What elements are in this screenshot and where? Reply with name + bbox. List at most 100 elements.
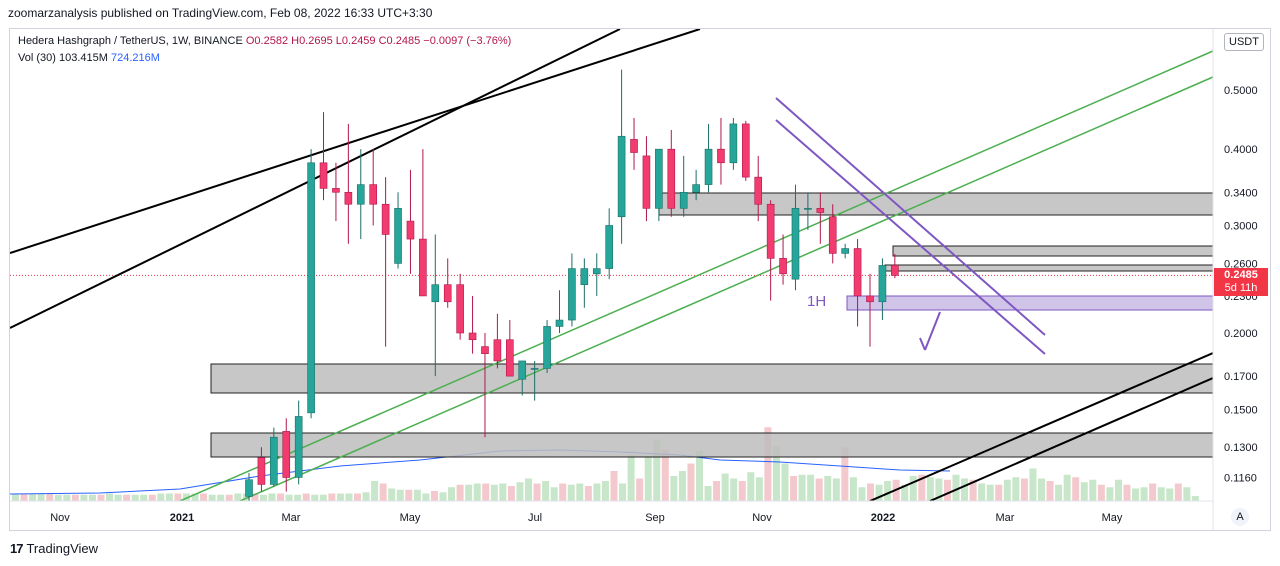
candle-down: [741, 123, 750, 178]
volume-bar: [619, 483, 627, 501]
low-value: L0.2459: [335, 35, 376, 47]
candle-up: [307, 162, 315, 414]
volume-bar: [114, 494, 122, 501]
volume-bar: [234, 493, 242, 501]
volume-bar: [268, 493, 276, 501]
trend-line: [179, 50, 1213, 501]
support-resistance-zone: [210, 363, 1213, 394]
volume-bar: [208, 494, 216, 501]
candle-down: [468, 332, 477, 341]
volume-bar: [610, 471, 618, 501]
auto-scale-button[interactable]: A: [1231, 508, 1249, 526]
descending-trend-line: [775, 97, 1046, 336]
volume-bar: [482, 483, 490, 501]
tradingview-logo[interactable]: 17 TradingView: [10, 541, 98, 556]
volume-bar: [46, 493, 54, 501]
demand-zone: [846, 295, 1213, 311]
candle-down: [766, 203, 775, 259]
volume-bar: [738, 481, 746, 501]
volume-bar: [174, 493, 182, 501]
candle-up: [592, 268, 601, 275]
volume-bar: [918, 474, 926, 501]
currency-button[interactable]: USDT: [1224, 33, 1264, 51]
symbol-title: Hedera Hashgraph / TetherUS, 1W, BINANCE: [18, 35, 243, 47]
volume-bar: [867, 483, 874, 501]
volume-bar: [1157, 487, 1165, 501]
candle-up: [394, 208, 402, 264]
support-resistance-zone: [210, 432, 1213, 458]
candle-down: [406, 220, 415, 240]
x-tick-label: 2021: [170, 512, 194, 524]
volume-bar: [456, 484, 464, 501]
volume-bar: [832, 478, 840, 501]
volume-bar: [148, 494, 156, 501]
channel-line: [10, 29, 701, 254]
volume-bar: [1097, 484, 1105, 501]
volume-bar: [550, 487, 558, 501]
volume-legend[interactable]: Vol (30) 103.415M 724.216M: [18, 52, 160, 64]
volume-bar: [525, 478, 532, 501]
candle-down: [630, 139, 638, 153]
volume-bar: [1055, 484, 1063, 501]
volume-bar: [653, 439, 661, 501]
candle-up: [679, 191, 688, 209]
arrow-line: [919, 337, 926, 351]
volume-bar: [815, 478, 823, 501]
y-tick-label: 0.2600: [1224, 258, 1258, 270]
volume-bar: [379, 483, 387, 501]
volume-bar: [636, 478, 644, 501]
candle-down: [493, 339, 502, 362]
candle-up: [518, 360, 527, 380]
y-tick-label: 0.3000: [1224, 220, 1258, 232]
volume-bar: [670, 476, 678, 501]
y-tick-label: 0.2000: [1224, 328, 1258, 340]
volume-bar: [935, 478, 943, 501]
x-tick-label: Mar: [282, 512, 301, 524]
volume-bar: [1029, 468, 1037, 501]
candle-down: [381, 203, 390, 235]
volume-bar: [200, 493, 208, 501]
volume-bar: [388, 488, 396, 501]
last-price-label: 0.2485 5d 11h: [1214, 268, 1268, 296]
volume-bar: [567, 484, 575, 501]
candle-down: [754, 176, 763, 205]
volume-bar: [140, 494, 148, 501]
x-tick-label: Sep: [645, 512, 665, 524]
candle-up: [543, 326, 551, 369]
price-chart[interactable]: 1H0.50000.40000.34000.30000.26000.23000.…: [10, 29, 1270, 530]
volume-bar: [1106, 487, 1114, 501]
volume-bar: [755, 477, 763, 501]
open-value: O0.2582: [245, 35, 289, 47]
volume-bar: [644, 456, 652, 501]
volume-bar: [584, 486, 592, 501]
volume-bar: [601, 481, 609, 501]
volume-bar: [661, 449, 669, 501]
tradingview-brand: TradingView: [26, 541, 99, 556]
chart-frame: [9, 28, 1271, 531]
volume-bar: [123, 494, 131, 501]
candle-up: [356, 184, 365, 205]
volume-bar: [576, 483, 584, 501]
candle-up: [878, 265, 887, 303]
volume-bar: [371, 481, 379, 501]
volume-bar: [807, 474, 815, 501]
candle-down: [443, 284, 452, 303]
volume-bar: [277, 493, 285, 501]
arrow-line: [924, 311, 941, 351]
volume-bar: [80, 494, 88, 501]
candle-up: [245, 479, 253, 497]
volume-bar: [721, 473, 729, 501]
volume-bar: [448, 487, 456, 501]
volume-bar: [730, 478, 738, 501]
volume-bar: [978, 483, 986, 501]
volume-bar: [772, 446, 780, 501]
volume-bar: [1140, 487, 1148, 501]
volume-bar: [242, 493, 250, 501]
volume-bar: [106, 493, 114, 501]
y-tick-label: 0.3400: [1224, 187, 1258, 199]
y-tick-label: 0.1500: [1224, 404, 1258, 416]
symbol-legend[interactable]: Hedera Hashgraph / TetherUS, 1W, BINANCE…: [18, 35, 511, 47]
support-resistance-zone: [892, 245, 1213, 257]
candle-up: [605, 225, 613, 269]
change-value: −0.0097 (−3.76%): [423, 35, 512, 47]
